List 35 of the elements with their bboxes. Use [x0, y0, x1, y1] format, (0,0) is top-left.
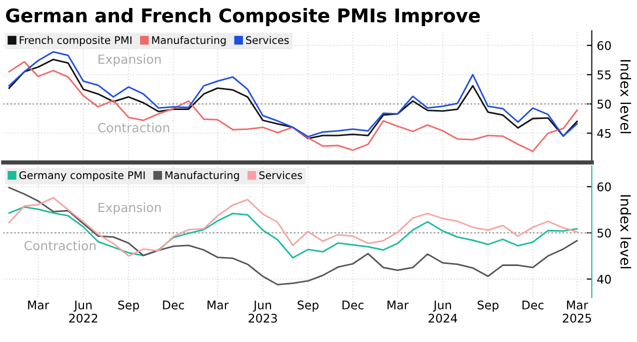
annotation: Contraction	[98, 122, 170, 132]
x-tick-label: Dec	[522, 300, 544, 310]
annotation: Contraction	[24, 240, 96, 250]
legend-label: Services	[246, 36, 289, 44]
annotation: Expansion	[98, 202, 161, 215]
y-tick-label: 40	[597, 274, 611, 284]
y-tick-label: 60	[597, 182, 611, 192]
x-tick-label: Sep	[118, 300, 140, 312]
x-tick-label: Mar	[388, 300, 409, 310]
y-tick-label: 50	[598, 228, 611, 238]
line-series	[8, 196, 578, 257]
y-axis-title: Index level	[620, 60, 632, 134]
x-tick-label: Mar	[208, 300, 229, 310]
x-tick-label: Dec	[163, 300, 184, 310]
legend-label: Manufacturing	[152, 36, 226, 46]
line-series	[8, 186, 578, 286]
x-tick-label: Mar 2025	[562, 300, 592, 323]
x-tick-label: Sep	[298, 300, 319, 312]
legend-label: Services	[259, 171, 302, 180]
x-tick-label: Mar	[28, 300, 50, 310]
x-tick-label: Sep	[478, 300, 498, 312]
y-tick-label: 60	[597, 41, 611, 50]
y-tick-label: 50	[598, 100, 611, 109]
annotation: Expansion	[98, 54, 161, 66]
legend-label: Germany composite PMI	[19, 171, 145, 182]
y-tick-label: 45	[597, 129, 611, 138]
y-tick-label: 55	[598, 70, 611, 80]
y-axis-title: Index level	[620, 195, 632, 268]
legend-label: Manufacturing	[165, 171, 239, 182]
x-tick-label: Jun 2023	[248, 300, 277, 323]
x-tick-label: Jun 2024	[428, 300, 458, 323]
x-tick-label: Jun 2022	[69, 300, 98, 323]
legend-label: French composite PMI	[20, 36, 132, 46]
chart-title: German and French Composite PMIs Improve	[6, 8, 480, 26]
x-tick-label: Dec	[342, 300, 364, 310]
